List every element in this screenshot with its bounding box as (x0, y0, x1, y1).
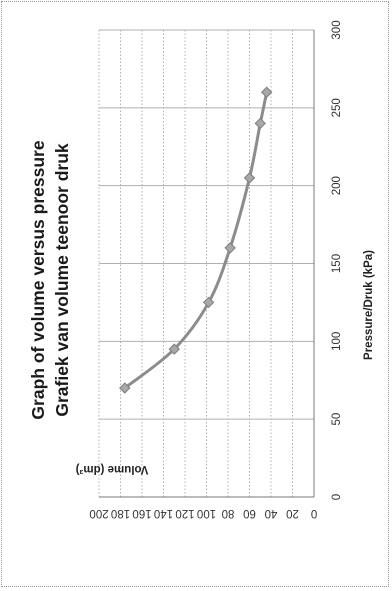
grid (98, 29, 314, 497)
x-tick-label-150: 150 (331, 254, 343, 273)
y-tick-label-160: 160 (132, 507, 151, 519)
x-tick-label-50: 50 (331, 413, 343, 426)
y-tick-label-100: 100 (197, 507, 216, 519)
data-point-3 (224, 242, 236, 254)
y-tick-label-40: 40 (265, 507, 278, 519)
data-point-0 (119, 382, 131, 394)
y-tick-label-60: 60 (243, 507, 256, 519)
data-point-4 (243, 172, 256, 184)
x-tick-label-100: 100 (331, 332, 343, 351)
y-tick-label-0: 0 (311, 507, 317, 519)
data-point-2 (202, 296, 215, 309)
chart-subtitle: Grafiek van volume teenoor druk (52, 143, 72, 417)
y-tick-label-200: 200 (89, 507, 108, 519)
axes (99, 30, 315, 498)
y-tick-label-140: 140 (154, 507, 173, 519)
x-tick-label-250: 250 (331, 98, 343, 117)
y-axis-label: Volume (dm³) (76, 463, 149, 475)
x-tick-label-200: 200 (331, 176, 343, 195)
y-tick-label-120: 120 (175, 507, 194, 519)
x-tick-label-0: 0 (331, 494, 343, 500)
y-tick-label-180: 180 (111, 507, 130, 519)
y-tick-label-20: 20 (286, 507, 299, 519)
chart-title: Graph of volume versus pressure (28, 140, 48, 419)
data-point-1 (168, 343, 180, 355)
y-tick-label-80: 80 (222, 507, 235, 519)
data-point-6 (260, 86, 273, 98)
series (119, 86, 273, 394)
text: Graph of volume versus pressure Grafiek … (28, 20, 375, 519)
x-axis-label: Pressure/Druk (kPa) (363, 250, 375, 360)
x-tick-label-300: 300 (331, 20, 343, 39)
data-point-5 (254, 117, 266, 130)
series-line-0 (123, 90, 269, 390)
